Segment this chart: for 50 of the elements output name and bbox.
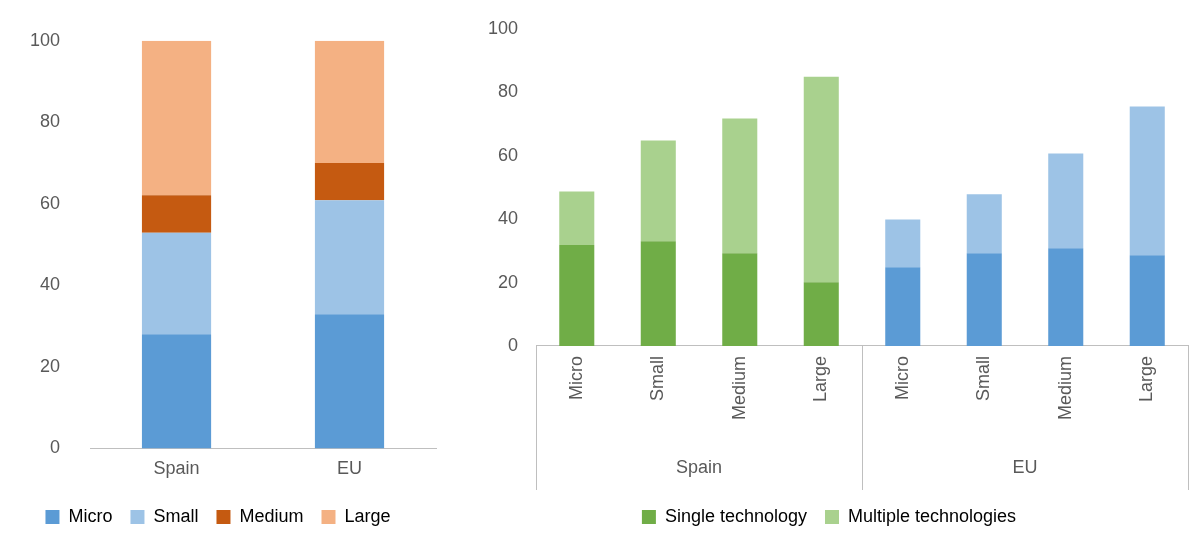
legend-label: Multiple technologies — [848, 505, 1017, 526]
y-tick-label: 60 — [40, 192, 61, 213]
bar — [640, 140, 676, 242]
bar — [314, 314, 385, 449]
x-tick-label: Large — [1136, 355, 1157, 403]
bar — [885, 267, 921, 346]
bar — [640, 241, 676, 346]
y-tick-label: 80 — [498, 81, 519, 102]
bar — [314, 200, 385, 315]
bar — [1048, 153, 1084, 249]
legend-label: Micro — [68, 505, 113, 526]
x-tick-label: Medium — [1054, 355, 1075, 421]
bar — [722, 253, 758, 346]
bar — [1129, 106, 1165, 256]
x-tick-label: Small — [647, 355, 668, 401]
bar — [141, 40, 212, 196]
x-tick-label: Micro — [565, 355, 586, 400]
x-tick-label: Micro — [891, 355, 912, 400]
legend-label: Large — [344, 505, 391, 526]
bar — [966, 253, 1002, 346]
x-tick-label: Large — [810, 355, 831, 403]
x-tick-label: Small — [973, 355, 994, 401]
bar — [1129, 255, 1165, 346]
legend-label: Single technology — [664, 505, 808, 526]
bar — [966, 194, 1002, 254]
bar — [559, 245, 595, 346]
bar — [141, 195, 212, 233]
y-tick-label: 100 — [487, 17, 519, 38]
legend-label: Medium — [239, 505, 304, 526]
y-tick-label: 40 — [40, 274, 61, 295]
bar — [314, 163, 385, 201]
y-tick-label: 80 — [40, 111, 61, 132]
bar — [314, 40, 385, 164]
bar — [141, 334, 212, 449]
bar — [141, 232, 212, 335]
bar — [803, 76, 839, 283]
y-tick-label: 40 — [498, 208, 519, 229]
y-tick-label: 0 — [508, 334, 519, 355]
legend-label: Small — [153, 505, 199, 526]
bar — [722, 118, 758, 254]
bar — [1048, 248, 1084, 346]
y-tick-label: 20 — [40, 355, 61, 376]
y-tick-label: 60 — [498, 144, 519, 165]
y-tick-label: 0 — [50, 437, 61, 458]
bar — [803, 282, 839, 346]
y-tick-label: 100 — [29, 29, 61, 50]
y-tick-label: 20 — [498, 271, 519, 292]
bar — [885, 219, 921, 268]
bar — [559, 191, 595, 246]
x-tick-label: Medium — [728, 355, 749, 421]
